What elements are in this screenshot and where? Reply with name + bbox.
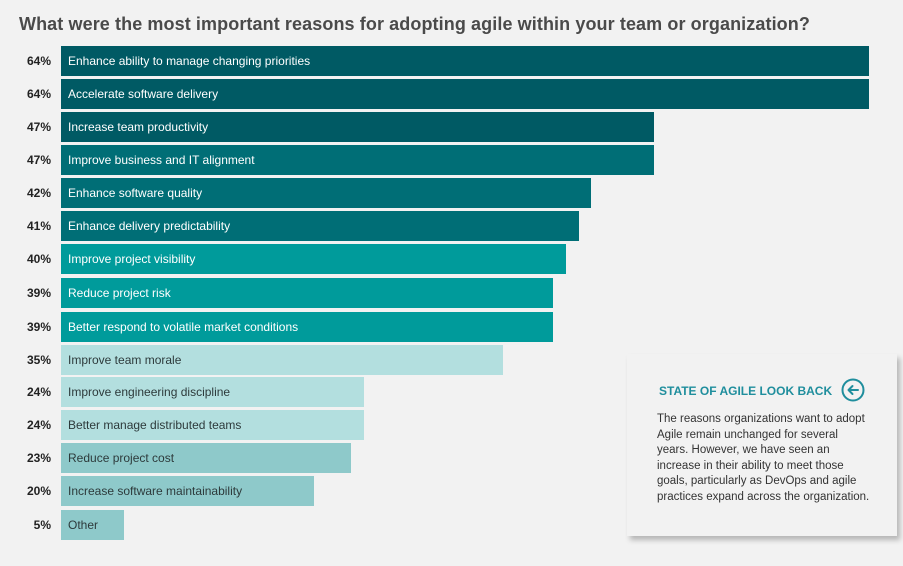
bar-category-label: Enhance software quality	[68, 186, 203, 200]
bar-row: 35% Improve team morale	[0, 345, 903, 375]
bar: Enhance delivery predictability	[61, 211, 579, 241]
bar-category-label: Increase team productivity	[68, 120, 209, 134]
bar-category-label: Other	[68, 518, 99, 532]
bar: Reduce project cost	[61, 443, 351, 473]
bar-row: 64% Accelerate software delivery	[0, 79, 903, 109]
bar-row: 20% Increase software maintainability	[0, 476, 903, 506]
bar-category-label: Improve engineering discipline	[68, 385, 231, 399]
bar-category-label: Accelerate software delivery	[68, 87, 219, 101]
bar: Improve business and IT alignment	[61, 145, 654, 175]
bar-category-label: Improve team morale	[68, 353, 182, 367]
bar: Better respond to volatile market condit…	[61, 312, 553, 342]
bar-value-label: 39%	[26, 286, 51, 300]
bar: Reduce project risk	[61, 278, 553, 308]
bar-value-label: 41%	[26, 219, 51, 233]
look-back-title: STATE OF AGILE LOOK BACK	[659, 384, 833, 398]
look-back-text: The reasons organizations want to adopt …	[657, 413, 870, 503]
bar-value-label: 47%	[26, 153, 51, 167]
bar-value-label: 47%	[26, 120, 51, 134]
bar-category-label: Reduce project cost	[68, 451, 175, 465]
bar-row: 5% Other	[0, 510, 903, 540]
bar-row: 39% Better respond to volatile market con…	[0, 312, 903, 342]
bar-row: 64% Enhance ability to manage changing pr…	[0, 46, 903, 76]
bar-value-label: 20%	[26, 484, 51, 498]
bar-row: 47% Improve business and IT alignment	[0, 145, 903, 175]
bar: Increase software maintainability	[61, 476, 314, 506]
bar-category-label: Enhance ability to manage changing prior…	[68, 54, 311, 68]
circle-arrow-left-icon	[841, 378, 865, 402]
bar: Improve project visibility	[61, 244, 566, 274]
bar: Accelerate software delivery	[61, 79, 869, 109]
bar: Better manage distributed teams	[61, 410, 364, 440]
bar-value-label: 64%	[26, 54, 51, 68]
bar-row: 24% Better manage distributed teams	[0, 410, 903, 440]
bar: Improve engineering discipline	[61, 377, 364, 407]
bar-category-label: Reduce project risk	[68, 286, 171, 300]
bar-value-label: 39%	[26, 320, 51, 334]
bar-value-label: 40%	[26, 252, 51, 266]
bar: Improve team morale	[61, 345, 503, 375]
bar: Enhance ability to manage changing prior…	[61, 46, 869, 76]
bar-row: 39% Reduce project risk	[0, 278, 903, 308]
bar-row: 42% Enhance software quality	[0, 178, 903, 208]
bar-category-label: Better manage distributed teams	[68, 418, 242, 432]
bar-value-label: 64%	[26, 87, 51, 101]
bar-value-label: 23%	[26, 451, 51, 465]
bar-category-label: Enhance delivery predictability	[68, 219, 231, 233]
bar-value-label: 24%	[26, 418, 51, 432]
bar-row: 23% Reduce project cost	[0, 443, 903, 473]
bar-value-label: 5%	[33, 518, 51, 532]
bar-value-label: 35%	[26, 353, 51, 367]
bar-category-label: Improve business and IT alignment	[68, 153, 255, 167]
look-back-panel: STATE OF AGILE LOOK BACK The reasons org…	[627, 354, 897, 536]
bar-value-label: 42%	[26, 186, 51, 200]
bar: Increase team productivity	[61, 112, 654, 142]
bar-category-label: Better respond to volatile market condit…	[68, 320, 299, 334]
bar-category-label: Increase software maintainability	[68, 484, 243, 498]
bar-category-label: Improve project visibility	[68, 252, 196, 266]
bar-value-label: 24%	[26, 385, 51, 399]
bar: Other	[61, 510, 124, 540]
bar-row: 24% Improve engineering discipline	[0, 377, 903, 407]
bar-row: 47% Increase team productivity	[0, 112, 903, 142]
bar-row: 41% Enhance delivery predictability	[0, 211, 903, 241]
chart-title: What were the most important reasons for…	[19, 14, 810, 34]
bar-row: 40% Improve project visibility	[0, 244, 903, 274]
bar: Enhance software quality	[61, 178, 591, 208]
